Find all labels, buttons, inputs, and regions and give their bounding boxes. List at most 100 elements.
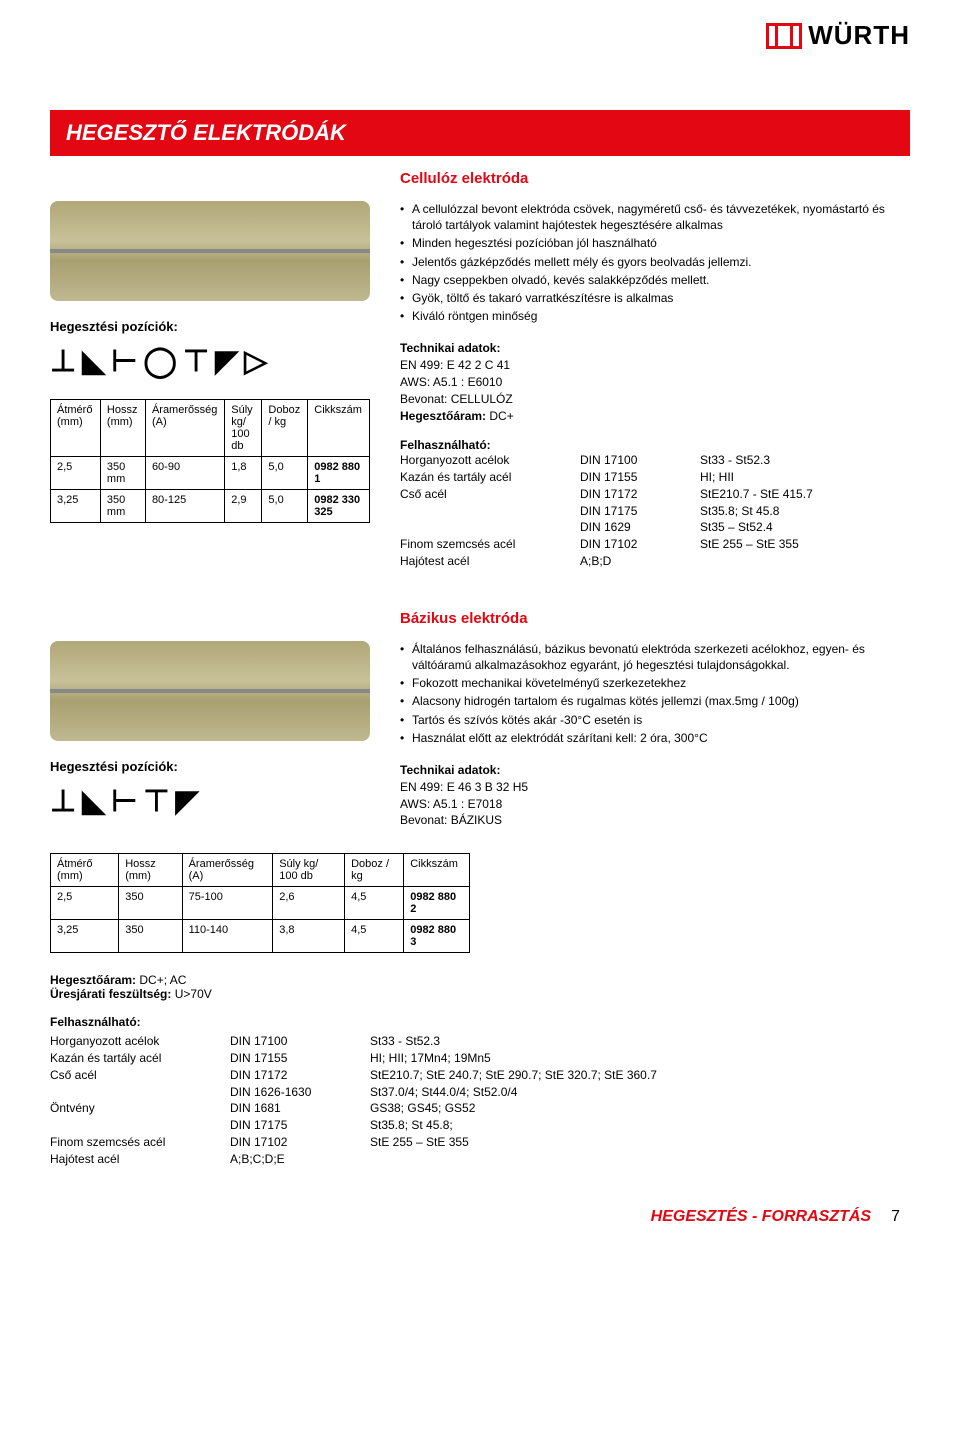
th: Átmérő (mm) [51, 854, 119, 887]
th: Doboz / kg [262, 400, 308, 457]
u: DIN 1681 [230, 1100, 370, 1117]
bullet: Általános felhasználású, bázikus bevonat… [400, 641, 910, 673]
bullet: Tartós és szívós kötés akár -30°C esetén… [400, 712, 910, 728]
tech-line: AWS: A5.1 : E6010 [400, 374, 910, 391]
u: Cső acél [50, 1067, 230, 1084]
product2-tech-label: Technikai adatok: [400, 762, 910, 779]
pos-icon: ⊥ [50, 784, 76, 819]
td: 60-90 [145, 457, 224, 490]
u: Horganyozott acélok [400, 452, 580, 469]
td: 0982 880 1 [308, 457, 370, 490]
product1-usage-grid: Horganyozott acélokDIN 17100St33 - St52.… [400, 452, 910, 570]
bullet: Használat előtt az elektródát szárítani … [400, 730, 910, 746]
logo-mark [766, 23, 802, 49]
u: DIN 17175 [580, 503, 700, 520]
u [370, 1151, 910, 1168]
td: 5,0 [262, 457, 308, 490]
u: Kazán és tartály acél [50, 1050, 230, 1067]
current-value: DC+ [489, 409, 513, 423]
product2-bullets: Általános felhasználású, bázikus bevonat… [400, 641, 910, 746]
page-banner: HEGESZTŐ ELEKTRÓDÁK [50, 110, 910, 156]
u: StE 255 – StE 355 [370, 1134, 910, 1151]
product1-title: Cellulóz elektróda [400, 170, 910, 187]
label: Hegesztőáram: [50, 973, 136, 987]
pos-icon: ◣ [82, 344, 105, 379]
u: Horganyozott acélok [50, 1033, 230, 1050]
th: Doboz / kg [345, 854, 404, 887]
u: StE 255 – StE 355 [700, 536, 910, 553]
footer-title: HEGESZTÉS - FORRASZTÁS [651, 1208, 871, 1226]
pos-icon: ⊥ [50, 344, 76, 379]
brand-name: WÜRTH [808, 20, 910, 51]
u: DIN 17100 [230, 1033, 370, 1050]
u: DIN 17102 [230, 1134, 370, 1151]
td: 3,25 [51, 490, 101, 523]
pos-icon: ⊤ [183, 344, 209, 379]
u: St35 – St52.4 [700, 519, 910, 536]
product1-bullets: A cellulózzal bevont elektróda csövek, n… [400, 201, 910, 324]
product2-usage-label: Felhasználható: [50, 1015, 910, 1029]
td: 110-140 [182, 920, 273, 953]
bullet: Kiváló röntgen minőség [400, 308, 910, 324]
td: 350 mm [100, 457, 145, 490]
pos-icon: ▷ [244, 344, 267, 379]
u: A;B;C;D;E [230, 1151, 370, 1168]
product2-positions-label: Hegesztési pozíciók: [50, 759, 370, 774]
u: DIN 17175 [230, 1117, 370, 1134]
td: 350 [119, 887, 182, 920]
product2-image [50, 641, 370, 741]
th: Súly kg/ 100 db [273, 854, 345, 887]
product2-current: Hegesztőáram: DC+; AC [50, 973, 910, 987]
u: DIN 17102 [580, 536, 700, 553]
product2-table: Átmérő (mm) Hossz (mm) Áramerősség (A) S… [50, 853, 470, 953]
u: StE210.7; StE 240.7; StE 290.7; StE 320.… [370, 1067, 910, 1084]
u: DIN 17155 [580, 469, 700, 486]
td: 2,6 [273, 887, 345, 920]
th: Áramerősség (A) [145, 400, 224, 457]
bullet: Alacsony hidrogén tartalom és rugalmas k… [400, 693, 910, 709]
u [400, 503, 580, 520]
bullet: Minden hegesztési pozícióban jól használ… [400, 235, 910, 251]
td: 350 mm [100, 490, 145, 523]
td: 75-100 [182, 887, 273, 920]
u: Cső acél [400, 486, 580, 503]
u: DIN 17172 [580, 486, 700, 503]
u: Kazán és tartály acél [400, 469, 580, 486]
td: 80-125 [145, 490, 224, 523]
bullet: A cellulózzal bevont elektróda csövek, n… [400, 201, 910, 233]
th: Cikkszám [404, 854, 470, 887]
pos-icon: ⊢ [111, 784, 137, 819]
u: St35.8; St 45.8 [700, 503, 910, 520]
pos-icon: ◣ [82, 784, 105, 819]
u: A;B;D [580, 553, 700, 570]
th: Cikkszám [308, 400, 370, 457]
u: St37.0/4; St44.0/4; St52.0/4 [370, 1084, 910, 1101]
tech-current: Hegesztőáram: DC+ [400, 408, 910, 425]
td: 3,8 [273, 920, 345, 953]
td: 1,8 [225, 457, 262, 490]
u: GS38; GS45; GS52 [370, 1100, 910, 1117]
u: DIN 1629 [580, 519, 700, 536]
current-label: Hegesztőáram: [400, 409, 486, 423]
product1-positions-label: Hegesztési pozíciók: [50, 319, 370, 334]
th: Áramerősség (A) [182, 854, 273, 887]
th: Hossz (mm) [100, 400, 145, 457]
product1-table: Átmérő (mm) Hossz (mm) Áramerősség (A) S… [50, 399, 370, 523]
u: Hajótest acél [50, 1151, 230, 1168]
td: 2,5 [51, 457, 101, 490]
u: DIN 17172 [230, 1067, 370, 1084]
th: Súly kg/ 100 db [225, 400, 262, 457]
tech-line: EN 499: E 46 3 B 32 H5 [400, 779, 910, 796]
value: DC+; AC [139, 973, 186, 987]
page-footer: HEGESZTÉS - FORRASZTÁS 7 [50, 1208, 910, 1226]
td: 4,5 [345, 887, 404, 920]
pos-icon: ◤ [176, 784, 199, 819]
u: StE210.7 - StE 415.7 [700, 486, 910, 503]
u [400, 519, 580, 536]
product2-position-icons: ⊥ ◣ ⊢ ⊤ ◤ [50, 784, 370, 819]
tech-line: Bevonat: CELLULÓZ [400, 391, 910, 408]
u: Öntvény [50, 1100, 230, 1117]
page-number: 7 [891, 1208, 900, 1226]
bullet: Nagy cseppekben olvadó, kevés salakképző… [400, 272, 910, 288]
td: 4,5 [345, 920, 404, 953]
